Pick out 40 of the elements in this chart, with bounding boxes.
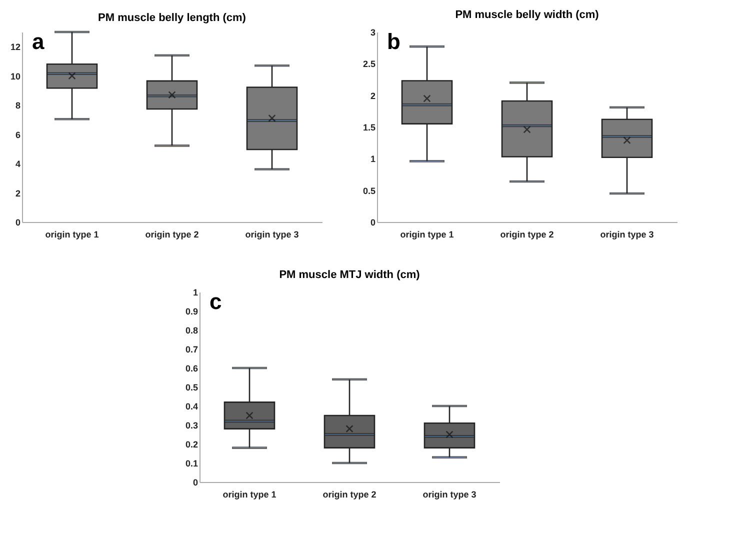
y-tick-label: 6 — [15, 130, 20, 140]
y-tick-label: 12 — [10, 42, 20, 52]
annotation: a — [32, 29, 45, 54]
y-tick-label: 8 — [15, 100, 20, 111]
y-tick-label: 1.5 — [362, 122, 376, 132]
y-tick-label: 0 — [370, 218, 376, 228]
chart-title: PM muscle MTJ width (cm) — [279, 269, 420, 281]
y-tick-label: 0.5 — [362, 186, 376, 196]
y-tick-label: 0.5 — [185, 382, 198, 392]
chart-title: PM muscle belly length (cm) — [98, 12, 246, 24]
y-tick-label: 2 — [15, 188, 20, 198]
x-tick-label: origin type 2 — [322, 490, 376, 500]
y-tick-label: 0 — [192, 478, 198, 488]
y-tick-label: 0 — [15, 218, 20, 228]
chart-title: PM muscle belly width (cm) — [455, 9, 600, 21]
x-tick-label: origin type 3 — [600, 230, 654, 240]
y-tick-label: 0.8 — [185, 326, 198, 336]
x-tick-label: origin type 3 — [245, 230, 299, 240]
x-tick-label: origin type 2 — [500, 230, 554, 240]
y-tick-label: 0.3 — [185, 420, 198, 430]
x-tick-label: origin type 3 — [422, 490, 476, 500]
y-tick-label: 0.2 — [185, 440, 198, 450]
x-tick-label: origin type 1 — [222, 490, 276, 500]
x-tick-label: origin type 2 — [145, 230, 199, 240]
y-tick-label: 0.6 — [185, 364, 198, 374]
y-tick-label: 0.1 — [185, 458, 198, 468]
y-tick-label: 0.4 — [185, 402, 198, 412]
y-tick-label: 0.9 — [185, 306, 198, 316]
x-tick-label: origin type 1 — [45, 230, 99, 240]
y-tick-label: 1 — [370, 154, 376, 164]
y-tick-label: 1 — [192, 288, 198, 298]
annotation: b — [387, 29, 400, 54]
y-tick-label: 10 — [10, 71, 20, 82]
x-tick-label: origin type 1 — [400, 230, 454, 240]
y-tick-label: 2.5 — [362, 59, 376, 70]
y-tick-label: 0.7 — [185, 344, 198, 354]
y-tick-label: 2 — [370, 90, 376, 101]
y-tick-label: 4 — [15, 159, 20, 170]
annotation: c — [210, 289, 222, 314]
y-tick-label: 3 — [370, 28, 376, 38]
